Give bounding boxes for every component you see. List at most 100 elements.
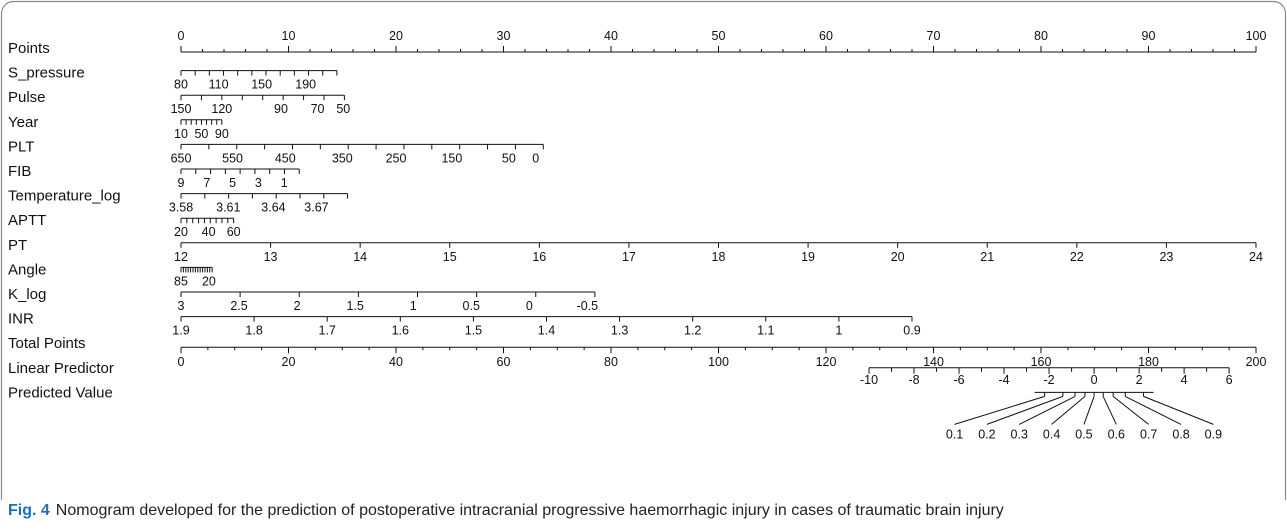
pt-tick-label: 15 [443, 250, 457, 264]
total-points-tick-label: 200 [1246, 355, 1267, 369]
angle-tick-label: 85 [174, 274, 188, 288]
predicted-value-tick-label: 0.8 [1172, 427, 1189, 441]
predicted-value-tick-label: 0.4 [1043, 427, 1060, 441]
pt-tick-label: 24 [1249, 250, 1263, 264]
pulse-tick-label: 90 [274, 102, 288, 116]
points-tick-label: 40 [604, 29, 618, 43]
pt-tick-label: 14 [353, 250, 367, 264]
predicted-value-connector [1083, 396, 1095, 425]
plt-tick-label: 250 [386, 151, 407, 165]
row-label-angle: Angle [8, 261, 46, 278]
predicted-value-connector [1143, 395, 1214, 425]
row-label-pt: PT [8, 237, 27, 254]
inr-tick-label: 1.3 [611, 324, 628, 338]
plt-tick-label: 650 [171, 151, 192, 165]
predicted-value-tick-label: 0.7 [1140, 427, 1157, 441]
row-label-k-log: K_log [8, 286, 46, 303]
fib-tick-label: 1 [281, 176, 288, 190]
linear-predictor-tick-label: -2 [1044, 373, 1055, 387]
caption-text: Nomogram developed for the prediction of… [55, 502, 1004, 519]
pulse-tick-label: 70 [311, 102, 325, 116]
k-log-tick-label: 2.5 [230, 299, 247, 313]
predicted-value-tick-label: 0.3 [1011, 427, 1028, 441]
k-log-tick-label: 2 [294, 299, 301, 313]
predicted-value-tick-label: 0.1 [946, 427, 963, 441]
temperature-log-tick-label: 3.61 [216, 201, 240, 215]
pt-tick-label: 23 [1159, 250, 1173, 264]
row-label-temperature-log: Temperature_log [8, 188, 121, 205]
caption-fig-label: Fig. 4 [8, 502, 50, 519]
plt-tick-label: 150 [441, 151, 462, 165]
predicted-value-tick-label: 0.6 [1108, 427, 1125, 441]
inr-tick-label: 1.2 [684, 324, 701, 338]
s-pressure-tick-label: 150 [251, 78, 272, 92]
row-label-s-pressure: S_pressure [8, 65, 85, 82]
total-points-tick-label: 20 [282, 355, 296, 369]
predicted-value-connector [1051, 396, 1086, 425]
row-label-fib: FIB [8, 163, 31, 180]
aptt-tick-label: 40 [202, 225, 216, 239]
temperature-log-tick-label: 3.64 [261, 201, 285, 215]
predicted-value-connector [1112, 396, 1149, 425]
temperature-log-tick-label: 3.58 [169, 201, 193, 215]
row-label-pulse: Pulse [8, 89, 46, 106]
pt-tick-label: 22 [1070, 250, 1084, 264]
total-points-tick-label: 0 [178, 355, 185, 369]
inr-tick-label: 1.5 [465, 324, 482, 338]
row-label-aptt: APTT [8, 212, 46, 229]
points-tick-label: 30 [497, 29, 511, 43]
k-log-tick-label: 0 [526, 299, 533, 313]
points-tick-label: 20 [389, 29, 403, 43]
points-tick-label: 80 [1034, 29, 1048, 43]
k-log-tick-label: 0.5 [463, 299, 480, 313]
inr-tick-label: 1.9 [172, 324, 189, 338]
predicted-value-tick-label: 0.2 [978, 427, 995, 441]
plt-tick-label: 550 [222, 151, 243, 165]
total-points-tick-label: 60 [497, 355, 511, 369]
inr-tick-label: 0.9 [903, 324, 920, 338]
predicted-value-tick-label: 0.9 [1205, 427, 1222, 441]
s-pressure-tick-label: 190 [295, 78, 316, 92]
inr-tick-label: 1 [835, 324, 842, 338]
s-pressure-tick-label: 110 [209, 78, 229, 92]
linear-predictor-tick-label: -6 [953, 373, 964, 387]
row-label-points: Points [8, 40, 50, 57]
aptt-tick-label: 20 [174, 225, 188, 239]
year-tick-label: 10 [174, 127, 188, 141]
row-label-predicted-value: Predicted Value [8, 384, 113, 401]
pt-tick-label: 18 [712, 250, 726, 264]
linear-predictor-tick-label: 4 [1181, 373, 1188, 387]
row-label-inr: INR [8, 311, 34, 328]
k-log-tick-label: 1 [410, 299, 417, 313]
pt-tick-label: 20 [891, 250, 905, 264]
total-points-tick-label: 160 [1031, 355, 1052, 369]
figure-border [0, 0, 1287, 500]
pulse-tick-label: 150 [171, 102, 192, 116]
total-points-tick-label: 40 [389, 355, 403, 369]
pulse-tick-label: 120 [211, 102, 232, 116]
figure-caption: Fig. 4 Nomogram developed for the predict… [8, 502, 1278, 520]
s-pressure-tick-label: 80 [174, 78, 188, 92]
k-log-tick-label: 1.5 [346, 299, 363, 313]
year-tick-label: 90 [215, 127, 229, 141]
total-points-tick-label: 100 [708, 355, 729, 369]
total-points-tick-label: 180 [1138, 355, 1159, 369]
fib-tick-label: 7 [203, 176, 210, 190]
total-points-tick-label: 120 [816, 355, 837, 369]
points-tick-label: 100 [1246, 29, 1267, 43]
linear-predictor-tick-label: -4 [998, 373, 1009, 387]
plt-tick-label: 50 [502, 151, 516, 165]
pt-tick-label: 19 [801, 250, 815, 264]
temperature-log-tick-label: 3.67 [304, 201, 328, 215]
inr-tick-label: 1.8 [245, 324, 262, 338]
aptt-tick-label: 60 [227, 225, 241, 239]
k-log-tick-label: 3 [178, 299, 185, 313]
predicted-value-connector [986, 395, 1064, 425]
points-tick-label: 10 [282, 29, 296, 43]
points-tick-label: 90 [1142, 29, 1156, 43]
inr-tick-label: 1.1 [757, 324, 774, 338]
pulse-tick-label: 50 [336, 102, 350, 116]
inr-tick-label: 1.4 [538, 324, 555, 338]
